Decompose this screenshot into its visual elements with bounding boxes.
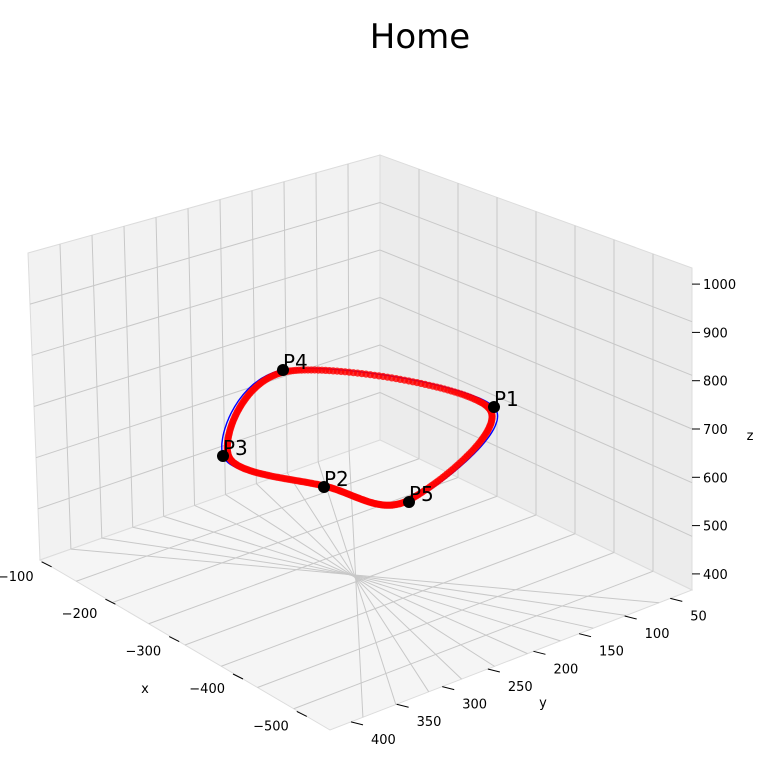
- x-tick-mark: [168, 636, 180, 643]
- gridline-right-wall-z: [379, 202, 693, 323]
- gridline-floor-x: [256, 483, 462, 680]
- y-tick-mark: [533, 650, 546, 655]
- z-tick-label: 900: [703, 326, 728, 341]
- gridline-floor-y: [184, 514, 537, 646]
- control-point-label: P3: [223, 436, 248, 460]
- gridline-left-wall-z: [35, 344, 381, 459]
- gridline-floor-x: [163, 515, 561, 642]
- series-layer: [221, 366, 499, 509]
- x-tick-label: −200: [62, 607, 98, 622]
- x-axis-label: x: [141, 682, 149, 697]
- y-tick-mark: [396, 703, 409, 708]
- gridline-right-wall-z: [379, 344, 693, 484]
- gridline-floor-x: [70, 548, 660, 604]
- control-points: P1 P2 P3 P4 P5: [217, 350, 519, 508]
- gridline-floor-y: [221, 533, 576, 667]
- axes: −100 −200 −300 −400 −500 x 50 100 150 200 250 300 35…: [0, 278, 754, 748]
- gridline-left-wall-z: [37, 392, 381, 510]
- y-tick-mark: [442, 686, 455, 691]
- y-tick-mark: [350, 721, 364, 726]
- control-point-marker: [277, 364, 289, 376]
- control-point-marker: [403, 496, 415, 508]
- floor: [38, 439, 694, 731]
- y-axis-label: y: [539, 696, 547, 711]
- z-axis-label: z: [747, 429, 754, 444]
- gridline-floor-y: [76, 458, 420, 582]
- z-tick-label: 1000: [703, 278, 736, 293]
- gridline-floor-y: [293, 570, 654, 710]
- gridline-right-wall-z: [379, 297, 693, 430]
- y-tick-label: 350: [417, 715, 442, 730]
- control-point-label: P2: [324, 467, 349, 491]
- y-tick-label: 150: [599, 645, 624, 660]
- gridline-floor-y: [148, 495, 498, 625]
- gridlines: [29, 163, 693, 718]
- y-tick-label: 100: [645, 627, 670, 642]
- control-point-marker: [318, 481, 330, 493]
- x-tick-label: −100: [0, 570, 34, 585]
- gridline-right-wall-z: [379, 392, 693, 537]
- gridline-floor-y: [112, 477, 459, 603]
- control-point-label: P1: [494, 387, 519, 411]
- x-tick-label: −400: [189, 682, 225, 697]
- gridline-left-wall-z: [31, 249, 381, 356]
- z-tick-label: 500: [703, 520, 728, 535]
- y-tick-mark: [670, 597, 683, 602]
- z-tick-label: 600: [703, 471, 728, 486]
- y-tick-label: 200: [553, 662, 578, 677]
- y-tick-label: 250: [508, 680, 533, 695]
- x-tick-mark: [105, 598, 116, 605]
- control-point-marker: [488, 401, 500, 413]
- y-tick-label: 400: [371, 733, 396, 748]
- gridline-floor-x: [132, 526, 594, 629]
- gridline-floor-x: [286, 472, 430, 693]
- y-tick-label: 50: [690, 609, 707, 624]
- gridline-right-wall-z: [379, 249, 693, 376]
- gridline-floor-x: [317, 461, 397, 705]
- z-tick-label: 700: [703, 423, 728, 438]
- y-tick-label: 300: [462, 698, 487, 713]
- gridline-left-wall-z: [29, 202, 381, 305]
- gridline-floor-y: [257, 552, 615, 688]
- x-tick-mark: [296, 710, 308, 717]
- x-tick-label: −300: [125, 645, 161, 660]
- y-tick-mark: [487, 668, 500, 673]
- y-tick-mark: [578, 633, 592, 638]
- z-tick-label: 400: [703, 568, 728, 583]
- z-tick-label: 800: [703, 375, 728, 390]
- gridline-floor-x: [101, 537, 627, 616]
- control-point-label: P5: [409, 482, 434, 506]
- gridline-left-wall-z: [33, 297, 381, 407]
- chart-title: Home: [370, 17, 470, 57]
- x-tick-mark: [41, 561, 52, 568]
- y-tick-mark: [624, 615, 637, 620]
- control-point-label: P4: [283, 350, 308, 374]
- x-tick-label: −500: [253, 719, 289, 734]
- control-point-marker: [217, 450, 229, 462]
- x-tick-mark: [232, 673, 244, 680]
